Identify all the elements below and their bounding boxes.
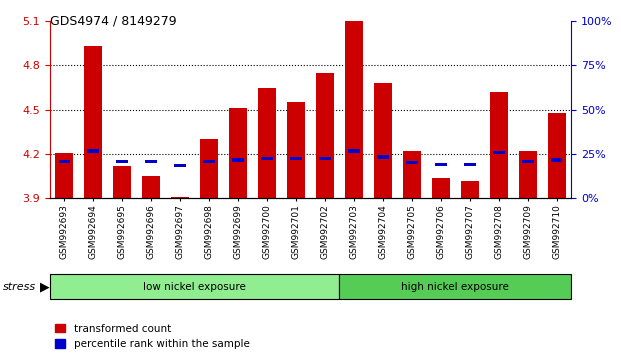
Bar [461, 181, 479, 198]
Bar [114, 166, 131, 198]
Bar [435, 163, 446, 166]
Bar [201, 139, 218, 198]
Bar [519, 151, 537, 198]
Bar [374, 83, 392, 198]
Bar [406, 161, 417, 165]
Text: stress: stress [3, 282, 36, 292]
Text: GDS4974 / 8149279: GDS4974 / 8149279 [50, 14, 176, 27]
Bar [403, 151, 420, 198]
Bar [551, 158, 563, 161]
Bar [145, 160, 156, 163]
Bar [232, 158, 243, 161]
Bar [493, 151, 504, 154]
Bar [432, 178, 450, 198]
Text: ▶: ▶ [40, 280, 50, 293]
Bar [229, 108, 247, 198]
Bar [142, 176, 160, 198]
Bar [261, 157, 273, 160]
Bar [288, 102, 305, 198]
Bar [378, 155, 389, 159]
Bar [117, 160, 128, 163]
Bar [171, 197, 189, 198]
Bar [84, 46, 102, 198]
Bar [316, 73, 333, 198]
Bar [522, 160, 533, 163]
Bar [490, 92, 507, 198]
Bar [291, 157, 302, 160]
Bar [88, 149, 99, 153]
Bar [58, 160, 70, 163]
Bar [258, 87, 276, 198]
Legend: transformed count, percentile rank within the sample: transformed count, percentile rank withi… [55, 324, 250, 349]
Bar [340, 274, 571, 299]
Bar [204, 160, 215, 163]
Text: low nickel exposure: low nickel exposure [143, 282, 246, 292]
Bar [319, 157, 330, 160]
Bar [175, 164, 186, 167]
Bar [55, 153, 73, 198]
Bar [50, 274, 340, 299]
Bar [548, 113, 566, 198]
Bar [465, 163, 476, 166]
Bar [345, 21, 363, 198]
Text: high nickel exposure: high nickel exposure [401, 282, 509, 292]
Bar [348, 149, 360, 153]
